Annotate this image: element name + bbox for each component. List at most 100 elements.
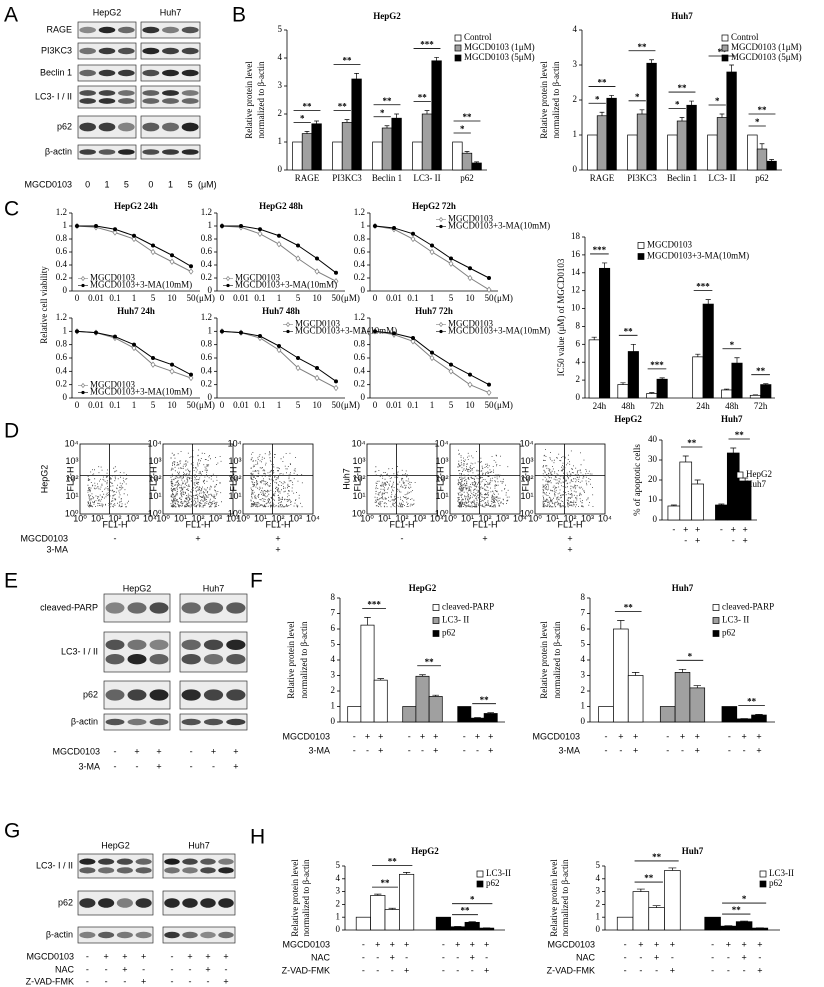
blot-strip (103, 631, 171, 673)
data-point (296, 243, 300, 248)
treatment-sign: - (86, 976, 89, 986)
blot-band (79, 122, 96, 132)
treatment-sign: - (362, 939, 365, 949)
y-tick-label: 1 (63, 325, 68, 335)
legend-swatch (712, 617, 720, 624)
flow-tick-label: 10¹ (546, 513, 559, 523)
y-axis-label: normalized to β-actin (301, 859, 311, 937)
y-tick-label: 1 (63, 220, 68, 230)
error-bar (609, 95, 614, 99)
blot-band (79, 26, 96, 34)
significance-label: ** (381, 878, 391, 888)
significance-label: ** (638, 42, 648, 52)
data-point (277, 344, 281, 348)
x-tick-label: 72h (650, 401, 664, 411)
treatment-sign: + (742, 535, 747, 545)
blot-band (116, 867, 133, 874)
flow-tick-label: 10⁴ (148, 438, 162, 448)
flow-tick-label: 10² (435, 473, 448, 483)
error-bar (344, 119, 350, 123)
flow-tick-label: 10³ (413, 513, 426, 523)
flow-tick-label: 10¹ (435, 491, 448, 501)
legend-swatch (454, 34, 462, 42)
error-bar (649, 59, 654, 64)
blot-band (98, 90, 116, 96)
treatment-sign: - (671, 952, 674, 962)
legend-label: MGCD0103 (5μM) (731, 52, 802, 62)
treatment-sign: - (391, 965, 394, 975)
flow-tick-label: 10¹ (352, 491, 365, 501)
treatment-sign: - (105, 976, 108, 986)
legend-marker (80, 382, 86, 389)
error-bar (695, 353, 701, 357)
y-tick-label: 1.2 (354, 207, 365, 217)
flow-tick-label: 10³ (65, 456, 78, 466)
cell-line-label: HepG2 (123, 583, 152, 593)
blot-band (149, 718, 169, 726)
error-bar (474, 161, 479, 163)
dose-label: 5 (188, 179, 193, 189)
error-bar (631, 672, 640, 676)
treatment-sign: - (655, 965, 658, 975)
bar (747, 134, 758, 171)
treatment-sign: + (488, 731, 493, 741)
y-tick-label: 1.2 (354, 312, 365, 322)
y-tick-label: 2 (573, 94, 578, 104)
y-tick-label: 16 (571, 249, 581, 259)
x-tick-label: 24h (593, 401, 607, 411)
legend-label: LC3- II (442, 615, 469, 625)
blot-band (200, 931, 216, 939)
treatment-sign: + (470, 952, 475, 962)
treatment-sign: + (680, 731, 685, 741)
blot-band (79, 98, 96, 104)
bar (373, 679, 388, 723)
treatment-sign: + (742, 524, 747, 534)
flow-cell-line: Huh7 (341, 468, 351, 490)
data-point (449, 362, 453, 367)
x-unit: (μM) (196, 293, 215, 303)
significance-label: * (460, 124, 465, 134)
data-point (467, 381, 473, 388)
bar (731, 362, 743, 399)
chart-title: Huh7 (671, 11, 693, 21)
protein-label: LC3- I / II (35, 91, 72, 101)
y-tick-label: 4 (331, 654, 336, 664)
blot-band (127, 639, 147, 650)
blot-band (226, 602, 246, 614)
y-tick-label: 2 (596, 898, 601, 908)
treatment-sign: + (390, 939, 395, 949)
significance-label: ** (652, 852, 662, 862)
bar (676, 120, 688, 171)
treatment-sign: + (134, 746, 139, 756)
y-tick-label: 0.6 (354, 352, 366, 362)
data-point (315, 366, 319, 370)
data-point (295, 364, 301, 372)
chart-title: HepG2 24h (114, 201, 158, 211)
y-tick-label: 0.6 (201, 246, 213, 256)
error-bar (689, 100, 694, 106)
y-tick-label: 0.4 (201, 365, 213, 375)
y-tick-label: 3 (331, 670, 336, 680)
treatment-sign: + (205, 951, 210, 961)
protein-label: LC3- I / II (61, 646, 98, 656)
treatment-sign: - (442, 965, 445, 975)
flow-tick-label: 10¹ (228, 491, 241, 501)
bar (391, 117, 402, 171)
x-tick-label: RAGE (590, 173, 615, 183)
legend-label: MGCD0103+3-MA(10mM) (295, 326, 397, 336)
bar (691, 483, 704, 521)
blot-band (181, 149, 199, 155)
flow-tick-label: 10¹ (148, 491, 161, 501)
treatment-name: MGCD0103 (52, 746, 100, 756)
series-line (76, 225, 192, 272)
blot-band (118, 122, 135, 132)
treatment-sign: - (732, 535, 735, 545)
treatment-sign: - (684, 535, 687, 545)
treatment-sign: + (187, 951, 192, 961)
blot-band (118, 98, 135, 104)
data-point (258, 334, 262, 338)
treatment-sign: + (638, 939, 643, 949)
error-bar (419, 674, 426, 677)
y-tick-label: 1 (573, 129, 578, 139)
treatment-sign: + (756, 745, 761, 755)
